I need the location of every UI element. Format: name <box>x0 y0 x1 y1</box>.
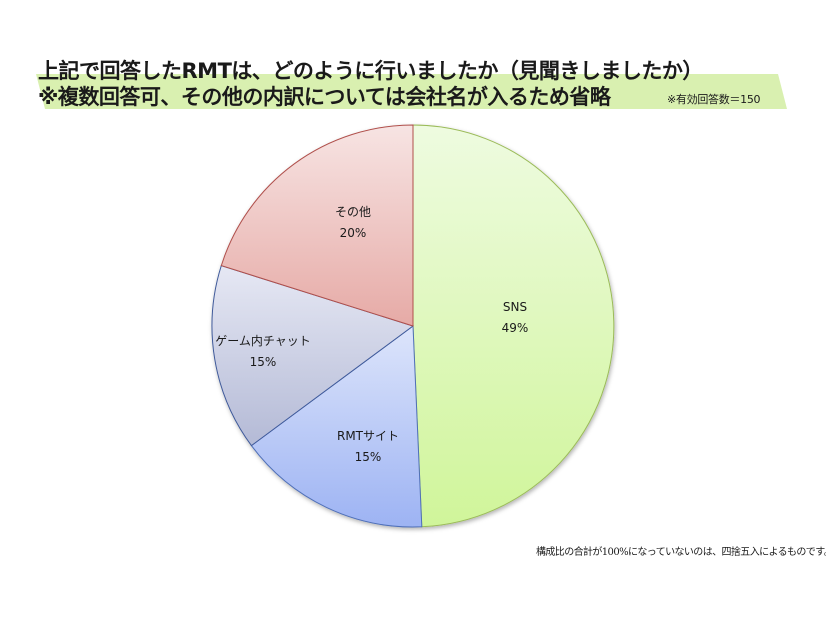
pie-slice-other[interactable] <box>220 124 414 327</box>
pie-slice-rmt-site[interactable] <box>250 325 423 528</box>
slice-label-sns: SNS 49% <box>502 297 529 339</box>
chart-subtitle: ※複数回答可、その他の内訳については会社名が入るため省略 <box>38 85 611 109</box>
slice-name: RMTサイト <box>336 429 400 443</box>
pie-slice-sns[interactable] <box>412 124 615 528</box>
slice-percent: 49% <box>501 321 529 335</box>
slice-percent: 20% <box>339 226 367 240</box>
response-count: ※有効回答数＝150 <box>667 93 761 106</box>
slice-name: ゲーム内チャット <box>215 334 311 348</box>
slice-label-rmt-site: RMTサイト 15% <box>337 426 399 468</box>
slice-percent: 15% <box>354 450 382 464</box>
slice-label-other: その他 20% <box>335 202 371 244</box>
slice-name: SNS <box>502 300 528 314</box>
rounding-footnote: 構成比の合計が100%になっていないのは、四捨五入によるものです。 <box>536 547 826 558</box>
slice-percent: 15% <box>249 355 277 369</box>
slice-name: その他 <box>334 205 372 219</box>
slice-label-in-game-chat: ゲーム内チャット 15% <box>215 331 311 373</box>
chart-title: 上記で回答したRMTは、どのように行いましたか（見聞きしましたか） <box>38 59 703 83</box>
